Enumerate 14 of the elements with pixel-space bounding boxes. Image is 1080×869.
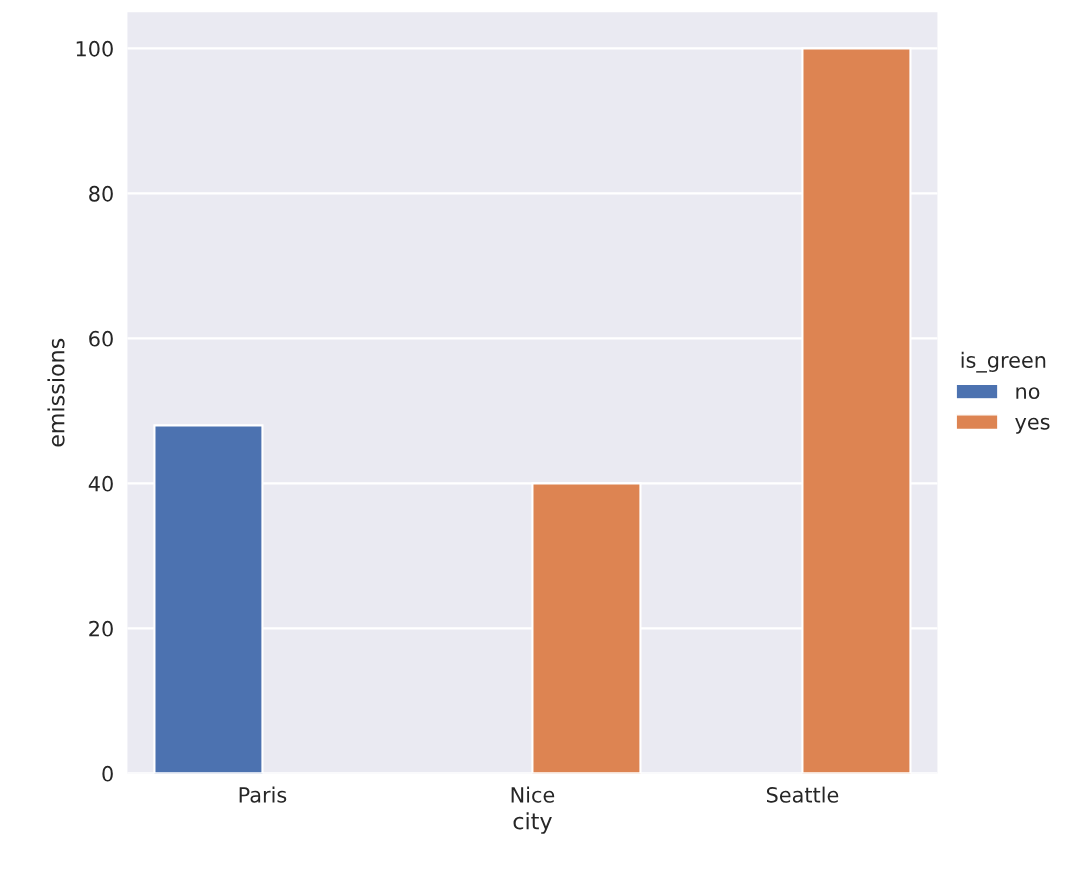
y-tick-label: 40: [88, 475, 113, 492]
x-tick-label: Nice: [511, 786, 555, 803]
x-tick-label: Paris: [239, 786, 287, 803]
legend-title: is_green: [961, 351, 1046, 373]
y-axis-title: emissions: [47, 338, 65, 447]
legend-label: no: [1016, 387, 1040, 400]
y-tick-label: 100: [76, 40, 113, 57]
y-tick-label: 0: [102, 765, 113, 782]
x-axis-title: city: [513, 812, 552, 834]
y-tick-label: 80: [89, 185, 113, 202]
y-tick-label: 60: [89, 330, 113, 347]
x-tick-label: Seattle: [766, 786, 839, 803]
y-tick-label: 20: [89, 620, 113, 637]
legend-label: yes: [1015, 417, 1050, 434]
